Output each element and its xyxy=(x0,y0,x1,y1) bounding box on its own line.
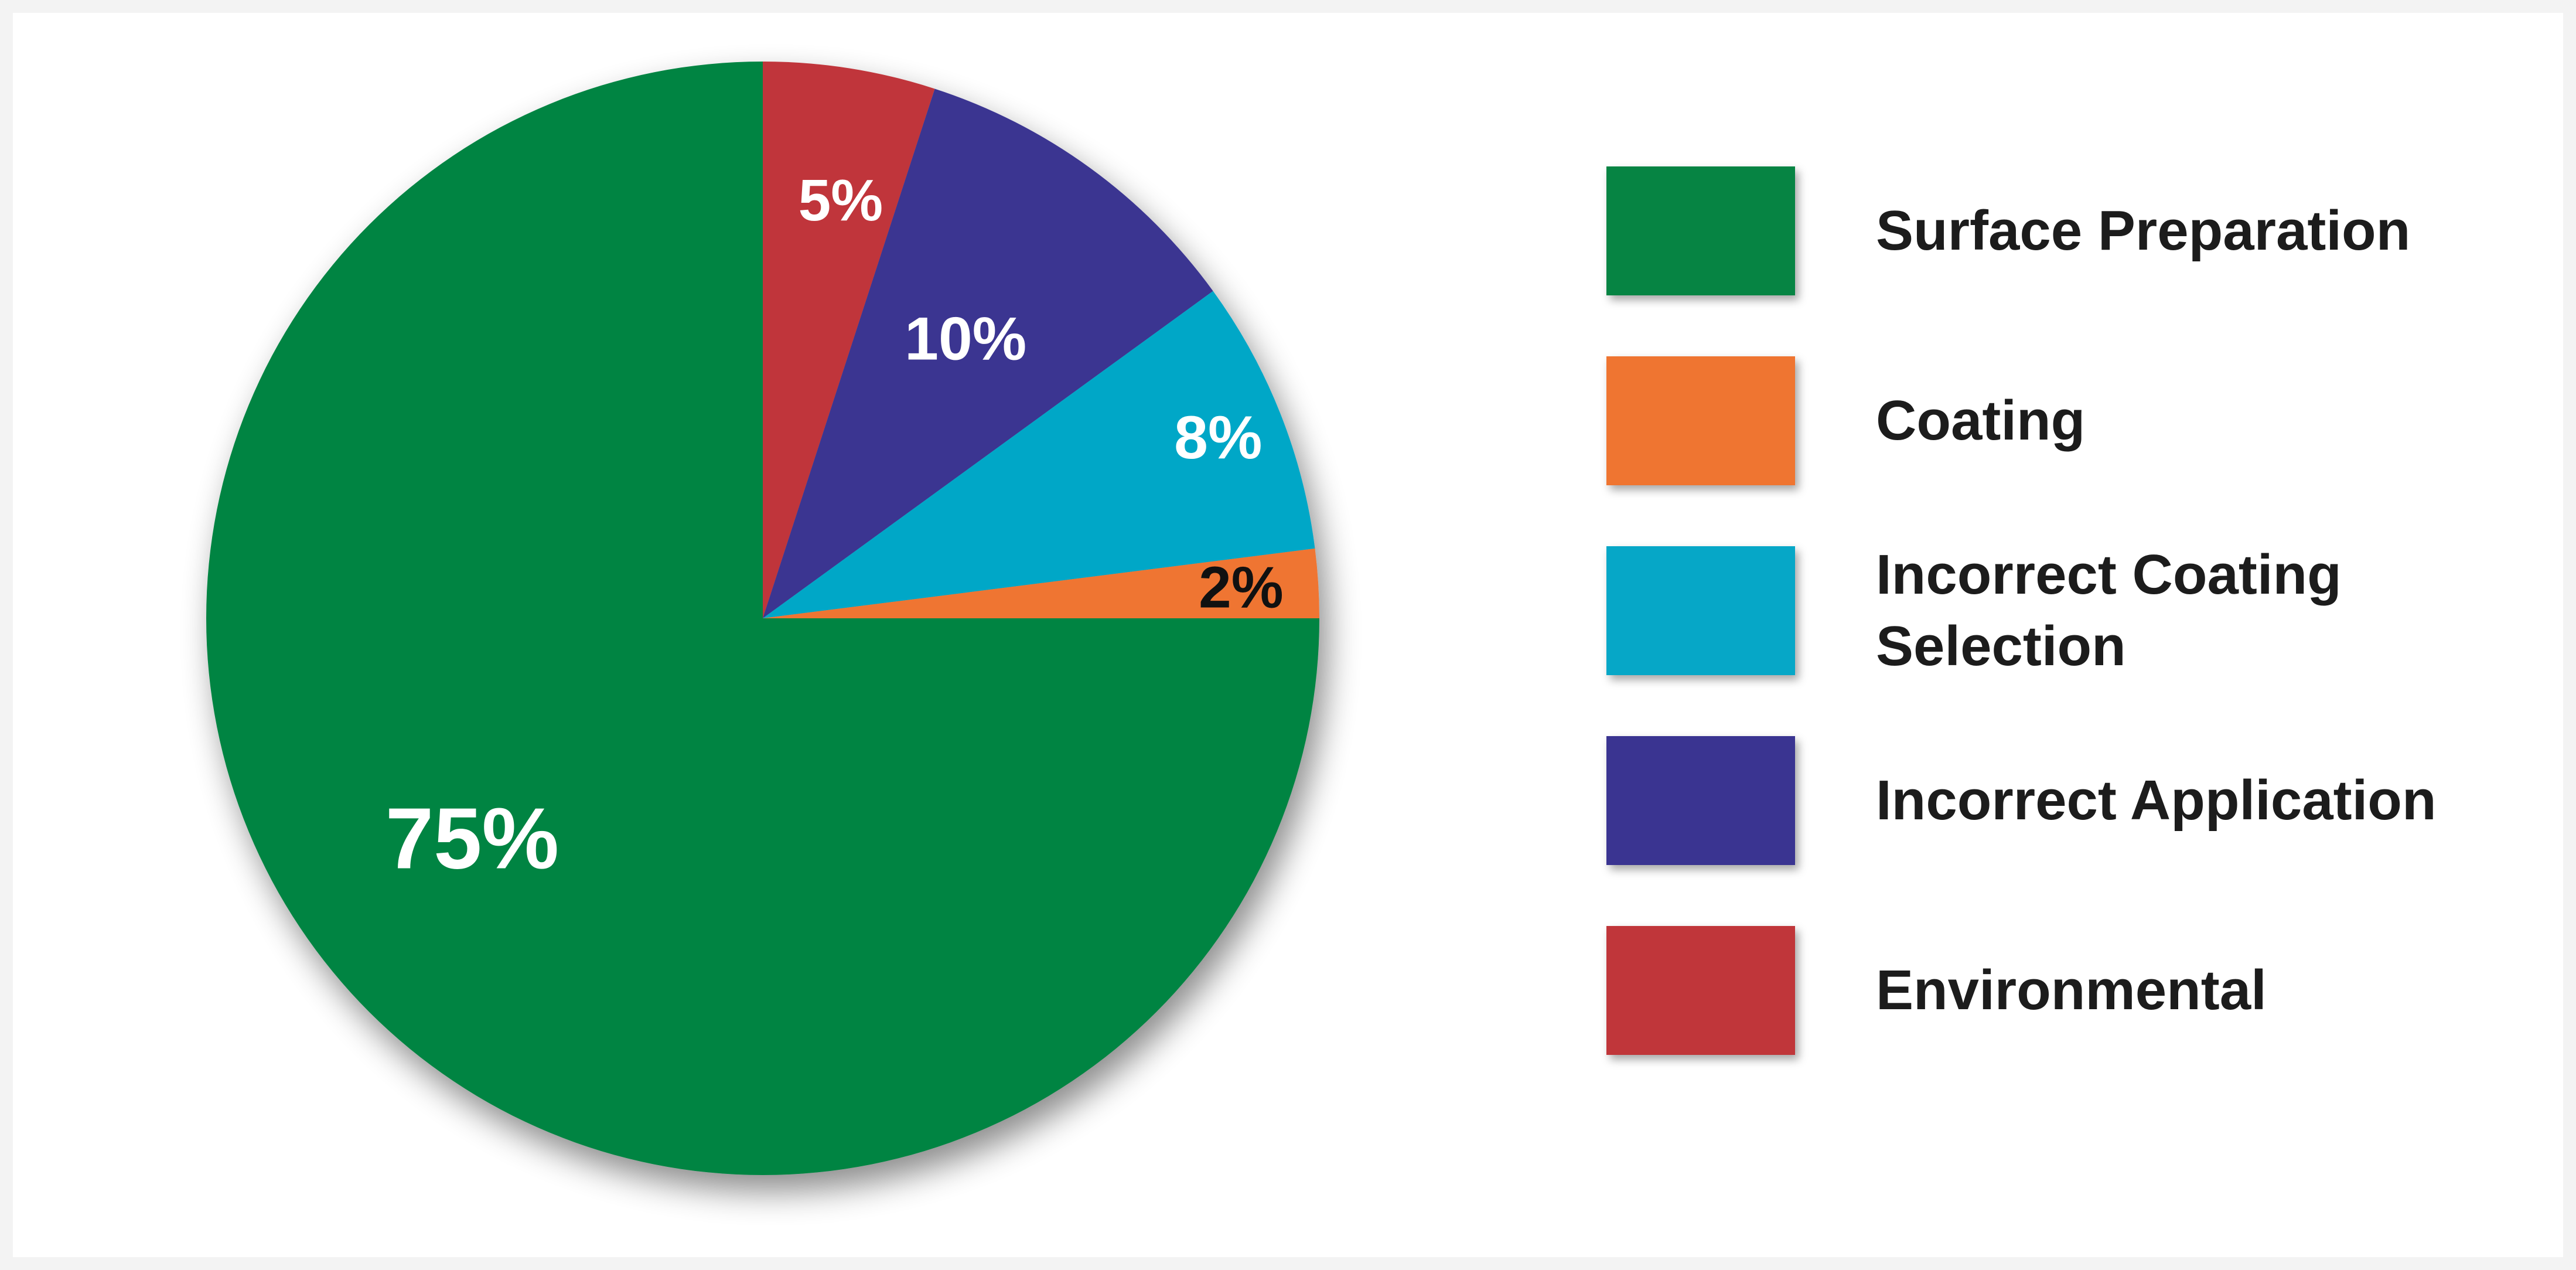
pie-slice-surface-preparation xyxy=(206,62,1319,1175)
legend-label: Environmental xyxy=(1876,959,2267,1022)
pie-labels: 5% 10% 8% 2% 75% xyxy=(385,168,1284,887)
legend-item-incorrect-coating-selection: Incorrect Coating Selection xyxy=(1606,543,2544,677)
legend-swatch xyxy=(1606,166,1795,295)
legend-swatch xyxy=(1606,356,1795,485)
slice-label-coating: 2% xyxy=(1199,555,1284,621)
legend-swatch xyxy=(1606,736,1795,865)
pie-slice-incorrect-coating-selection xyxy=(763,291,1315,619)
slice-label-incorrect-coating-selection: 8% xyxy=(1174,404,1262,472)
legend-label: Incorrect Application xyxy=(1876,769,2437,832)
chart-frame: 5% 10% 8% 2% 75% Surface Preparation Coating… xyxy=(13,13,2563,1257)
legend-label: Incorrect Coating Selection xyxy=(1876,543,2342,677)
legend-swatch xyxy=(1606,546,1795,675)
legend-item-environmental: Environmental xyxy=(1606,926,2544,1055)
pie-slice-coating xyxy=(763,548,1319,618)
legend-item-coating: Coating xyxy=(1606,356,2544,485)
slice-label-environmental: 5% xyxy=(799,168,883,233)
legend-item-surface-preparation: Surface Preparation xyxy=(1606,166,2544,295)
legend-item-incorrect-application: Incorrect Application xyxy=(1606,736,2544,865)
pie-slice-environmental xyxy=(763,62,935,618)
legend-label: Coating xyxy=(1876,389,2086,452)
slice-label-incorrect-application: 10% xyxy=(905,305,1026,373)
pie-slices xyxy=(206,62,1319,1175)
slice-label-surface-preparation: 75% xyxy=(385,791,559,887)
legend-swatch xyxy=(1606,926,1795,1055)
pie-chart: 5% 10% 8% 2% 75% xyxy=(206,62,1319,1175)
legend-label: Surface Preparation xyxy=(1876,199,2411,262)
pie-slice-incorrect-application xyxy=(763,88,1213,618)
